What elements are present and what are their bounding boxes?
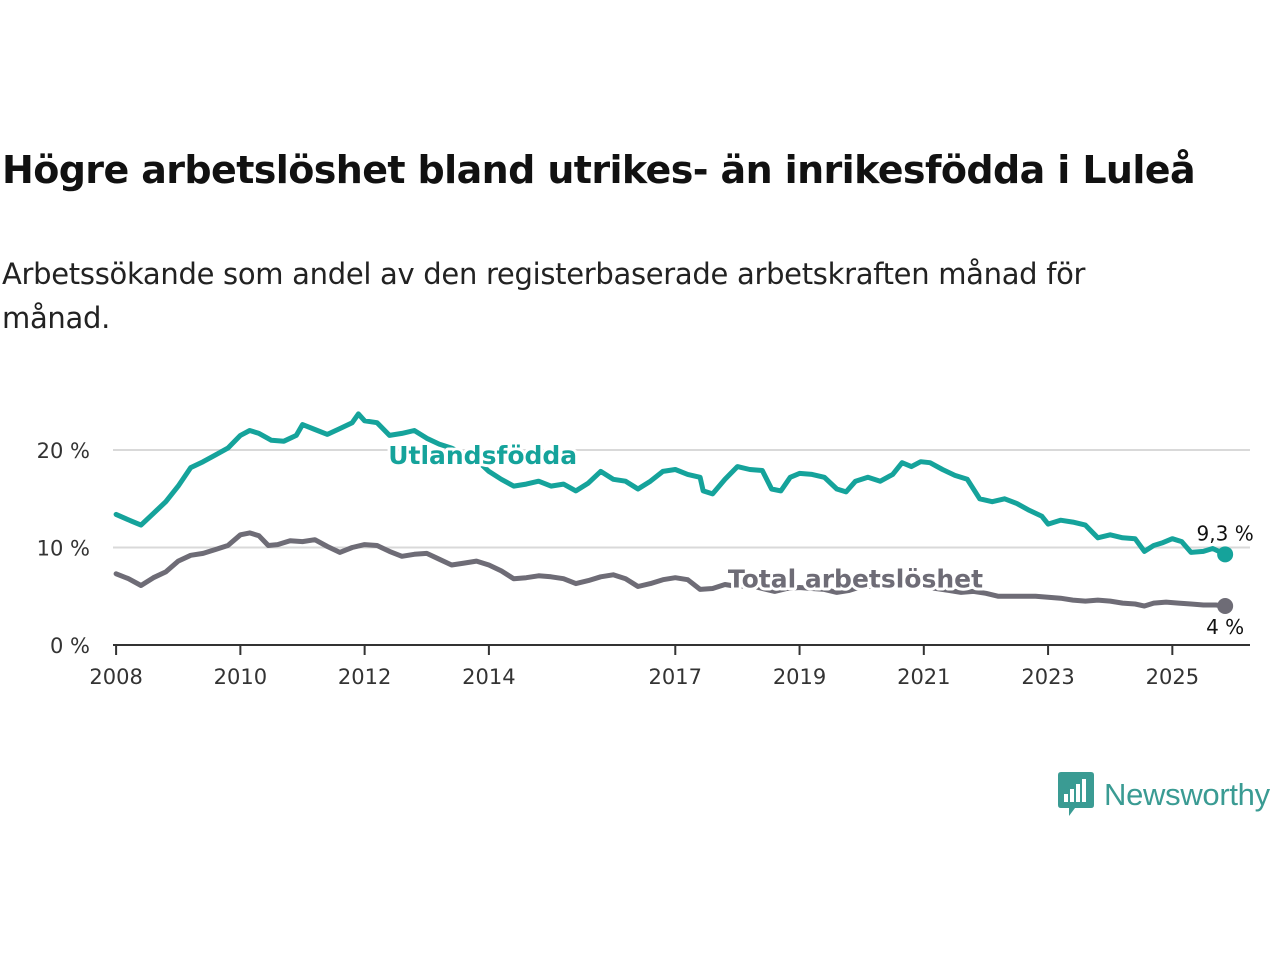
y-axis: 0 % 10 % 20 % bbox=[37, 439, 90, 658]
x-tick-label: 2017 bbox=[649, 665, 702, 689]
series-endpoint-total-arbetsl-shet bbox=[1217, 598, 1234, 614]
x-tick-label: 2012 bbox=[338, 665, 391, 689]
y-tick-label: 0 % bbox=[50, 634, 90, 658]
series-label-total-arbetsl-shet: Total arbetslöshet bbox=[728, 565, 983, 594]
series-line-total-arbetsl-shet bbox=[113, 530, 1228, 609]
x-axis: 2008 2010 2012 2014 2017 2019 2021 2023 2025 bbox=[89, 644, 1250, 689]
series-layer bbox=[113, 411, 1234, 614]
end-value-label-total-arbetsl-shet: 4 % bbox=[1206, 615, 1244, 639]
end-value-label-utlandsf-dda: 9,3 % bbox=[1197, 521, 1254, 545]
x-tick-label: 2025 bbox=[1146, 665, 1199, 689]
series-line-utlandsf-dda bbox=[113, 411, 1228, 557]
newsworthy-logo-icon bbox=[1058, 772, 1094, 816]
series-endpoint-utlandsf-dda bbox=[1217, 546, 1234, 563]
series-label-utlandsf-dda: Utlandsfödda bbox=[388, 441, 577, 470]
x-tick-label: 2010 bbox=[214, 665, 267, 689]
x-tick-label: 2014 bbox=[462, 665, 515, 689]
x-tick-label: 2008 bbox=[89, 665, 142, 689]
label-layer: Utlandsfödda Total arbetslöshet 9,3 % 4 % bbox=[385, 438, 1256, 641]
chart-title: Högre arbetslöshet bland utrikes- än inr… bbox=[2, 148, 1196, 192]
y-tick-label: 20 % bbox=[37, 439, 90, 463]
x-tick-label: 2023 bbox=[1021, 665, 1074, 689]
chart-subtitle: Arbetssökande som andel av den registerb… bbox=[2, 257, 1086, 335]
y-tick-label: 10 % bbox=[37, 537, 90, 561]
brand-name: Newsworthy bbox=[1104, 777, 1270, 812]
brand-logo: Newsworthy bbox=[1058, 772, 1270, 818]
line-chart: 0 % 10 % 20 % 2008 2010 2012 2014 2017 2019 2021… bbox=[37, 411, 1256, 689]
x-tick-label: 2021 bbox=[897, 665, 950, 689]
x-tick-label: 2019 bbox=[773, 665, 826, 689]
grid-lines bbox=[113, 449, 1250, 549]
